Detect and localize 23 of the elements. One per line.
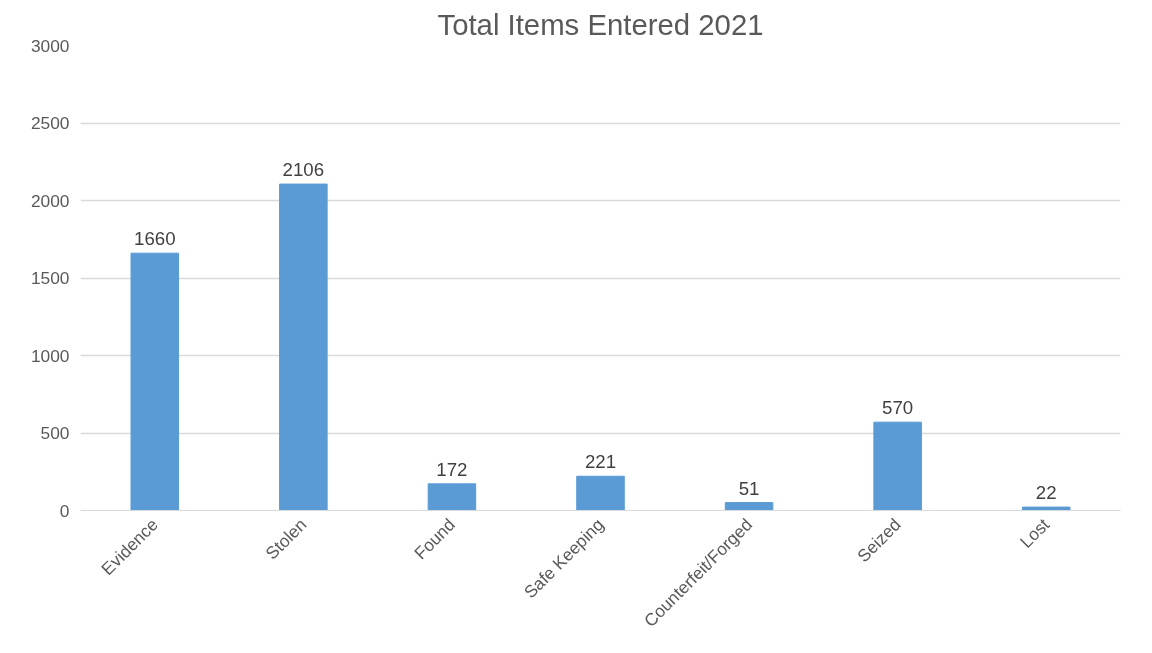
data-label: 221 — [584, 451, 617, 473]
y-tick-label: 1000 — [30, 345, 70, 366]
y-tick-label: 500 — [40, 423, 70, 443]
chart-title: Total Items Entered 2021 — [437, 7, 764, 41]
bar — [427, 483, 477, 511]
y-tick-label: 0 — [59, 500, 70, 521]
y-tick-label: 2000 — [30, 190, 70, 211]
bar — [576, 475, 625, 511]
y-tick-label: 3000 — [30, 35, 70, 56]
data-label: 172 — [436, 458, 468, 480]
data-label: 1660 — [134, 228, 176, 250]
bar — [724, 502, 774, 511]
data-label: 51 — [738, 477, 760, 499]
data-label: 570 — [882, 397, 914, 419]
bar — [279, 183, 328, 511]
x-tick-label: Lost — [1015, 514, 1054, 552]
bar — [873, 421, 922, 511]
data-label: 22 — [1035, 482, 1057, 504]
y-tick-label: 1500 — [30, 268, 70, 288]
y-tick-label: 2500 — [30, 113, 70, 133]
bar — [1021, 506, 1071, 511]
data-label: 2106 — [282, 159, 325, 181]
bar — [130, 252, 180, 511]
